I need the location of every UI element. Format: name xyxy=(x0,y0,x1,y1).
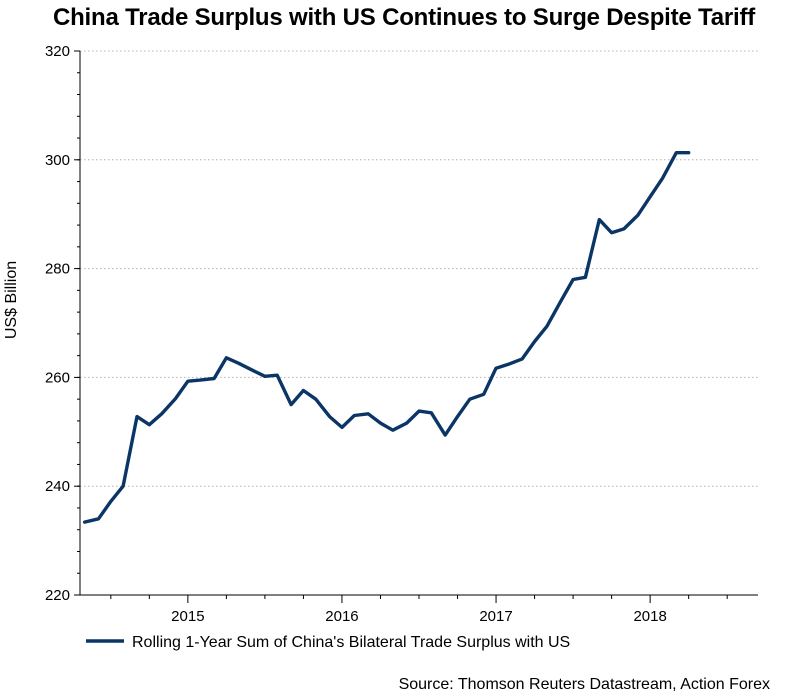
y-tick-label: 300 xyxy=(45,152,70,169)
legend-label: Rolling 1-Year Sum of China's Bilateral … xyxy=(132,634,570,651)
y-axis-label: US$ Billion xyxy=(3,261,20,339)
y-tick-label: 220 xyxy=(45,587,70,604)
y-tick-label: 240 xyxy=(45,478,70,495)
y-ticks: 220 240 260 280 300 320 xyxy=(45,43,80,604)
x-tick-label: 2016 xyxy=(325,608,358,625)
y-tick-label: 320 xyxy=(45,43,70,60)
y-tick-label: 260 xyxy=(45,369,70,386)
x-tick-label: 2015 xyxy=(171,608,204,625)
axes xyxy=(79,51,758,596)
y-tick-label: 280 xyxy=(45,261,70,278)
legend: Rolling 1-Year Sum of China's Bilateral … xyxy=(86,634,570,651)
chart-title: China Trade Surplus with US Continues to… xyxy=(52,4,756,31)
x-tick-label: 2017 xyxy=(479,608,512,625)
source-note: Source: Thomson Reuters Datastream, Acti… xyxy=(398,676,770,693)
series-line xyxy=(82,151,691,524)
x-tick-label: 2018 xyxy=(633,608,666,625)
x-ticks: 2015 2016 2017 2018 xyxy=(110,595,728,625)
gridlines xyxy=(80,50,758,487)
